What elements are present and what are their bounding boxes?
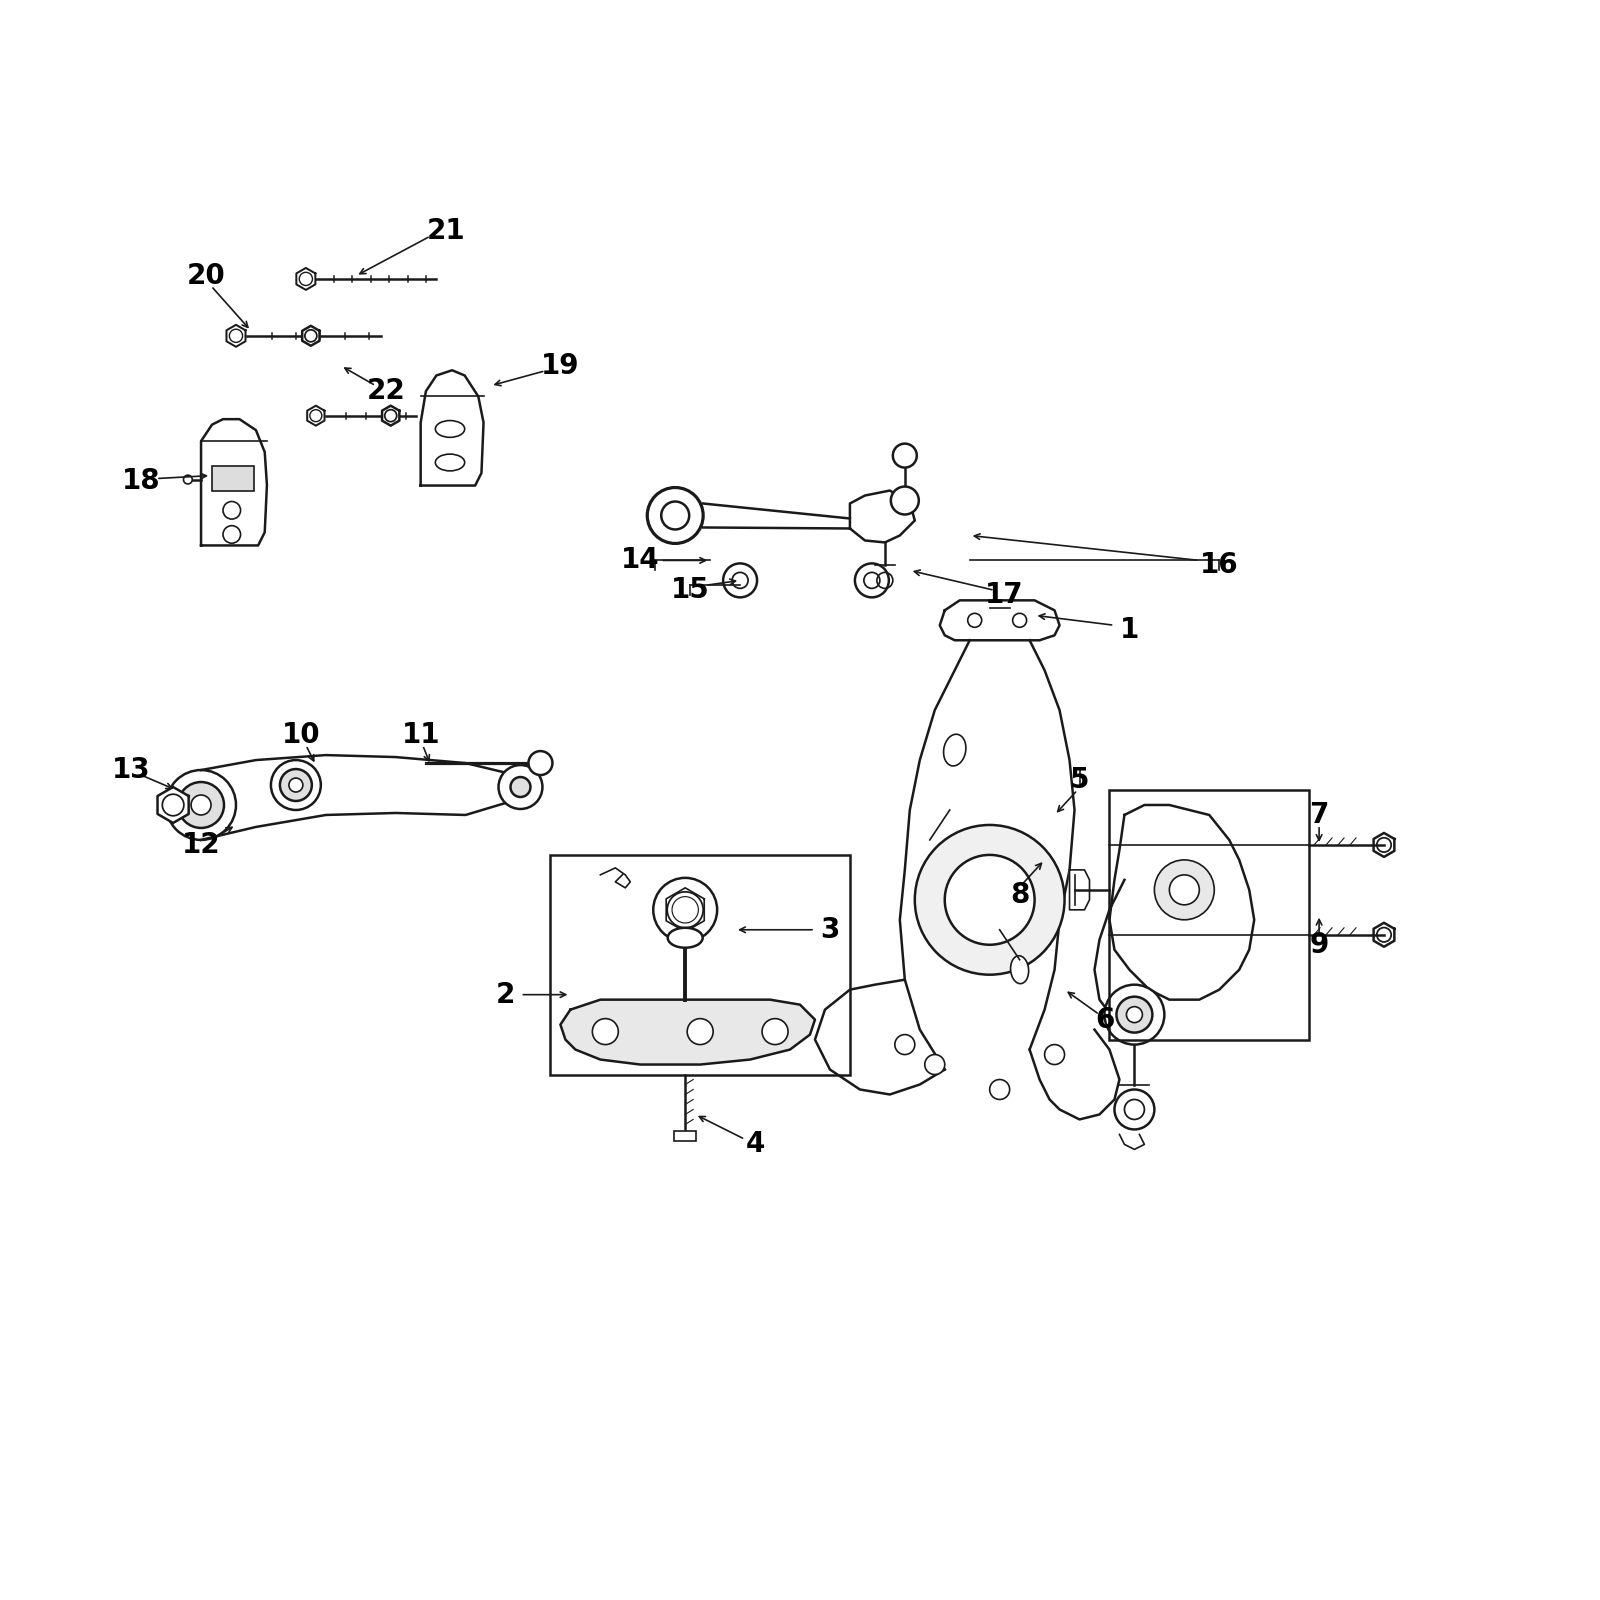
Polygon shape <box>302 326 320 346</box>
Ellipse shape <box>435 421 464 437</box>
Circle shape <box>1045 1045 1064 1064</box>
Text: 20: 20 <box>187 262 226 290</box>
Polygon shape <box>1374 834 1394 858</box>
Bar <box>1109 790 1309 1040</box>
Polygon shape <box>307 406 325 426</box>
Text: 3: 3 <box>821 915 840 944</box>
Circle shape <box>190 795 211 814</box>
Circle shape <box>915 826 1064 974</box>
Circle shape <box>499 765 542 810</box>
Text: 17: 17 <box>986 581 1024 610</box>
Text: 10: 10 <box>282 722 320 749</box>
Circle shape <box>178 782 224 827</box>
Circle shape <box>528 750 552 774</box>
Circle shape <box>1126 1006 1142 1022</box>
Text: 13: 13 <box>112 757 150 784</box>
Circle shape <box>1104 984 1165 1045</box>
Circle shape <box>1117 997 1152 1032</box>
Polygon shape <box>850 491 915 542</box>
Text: 4: 4 <box>746 1131 765 1158</box>
Polygon shape <box>1374 923 1394 947</box>
Polygon shape <box>1069 870 1090 910</box>
Text: 22: 22 <box>366 376 405 405</box>
Circle shape <box>648 488 702 544</box>
Circle shape <box>270 760 322 810</box>
Polygon shape <box>939 600 1059 640</box>
Circle shape <box>990 1080 1010 1099</box>
Text: 21: 21 <box>426 218 466 245</box>
Circle shape <box>925 1054 944 1075</box>
Polygon shape <box>1109 805 1254 1000</box>
Circle shape <box>184 475 192 483</box>
Circle shape <box>510 778 531 797</box>
Circle shape <box>1013 613 1027 627</box>
Bar <box>550 854 850 1075</box>
Text: 7: 7 <box>1309 802 1328 829</box>
Circle shape <box>762 1019 789 1045</box>
Circle shape <box>222 526 240 544</box>
Text: 1: 1 <box>1120 616 1139 645</box>
Polygon shape <box>560 1000 814 1064</box>
Text: 19: 19 <box>541 352 579 379</box>
Text: 15: 15 <box>670 576 709 605</box>
Polygon shape <box>296 267 315 290</box>
Polygon shape <box>382 406 400 426</box>
Text: 6: 6 <box>1094 1006 1114 1034</box>
Text: 2: 2 <box>496 981 515 1008</box>
Circle shape <box>1170 875 1200 906</box>
Polygon shape <box>899 640 1075 1069</box>
Text: 11: 11 <box>402 722 440 749</box>
Circle shape <box>893 443 917 467</box>
Ellipse shape <box>944 734 966 766</box>
Text: 14: 14 <box>621 547 659 574</box>
Bar <box>674 1131 696 1141</box>
Circle shape <box>877 573 893 589</box>
Polygon shape <box>202 419 267 546</box>
Text: 5: 5 <box>1070 766 1090 794</box>
Text: 16: 16 <box>1200 552 1238 579</box>
Text: 12: 12 <box>182 830 221 859</box>
Circle shape <box>280 770 312 802</box>
Text: 18: 18 <box>122 467 160 494</box>
Circle shape <box>944 854 1035 944</box>
Polygon shape <box>666 888 704 931</box>
Text: 8: 8 <box>1010 882 1029 909</box>
Circle shape <box>891 486 918 515</box>
Circle shape <box>222 501 240 518</box>
Circle shape <box>290 778 302 792</box>
Ellipse shape <box>1011 955 1029 984</box>
Polygon shape <box>227 325 245 347</box>
Ellipse shape <box>667 928 702 947</box>
Polygon shape <box>157 787 189 822</box>
Circle shape <box>1154 859 1214 920</box>
Polygon shape <box>421 370 483 485</box>
Circle shape <box>686 1019 714 1045</box>
Circle shape <box>166 770 235 840</box>
Circle shape <box>894 1035 915 1054</box>
Circle shape <box>968 613 982 627</box>
Circle shape <box>661 501 690 530</box>
Ellipse shape <box>435 454 464 470</box>
Bar <box>213 466 254 491</box>
Text: 9: 9 <box>1309 931 1328 958</box>
Circle shape <box>592 1019 618 1045</box>
